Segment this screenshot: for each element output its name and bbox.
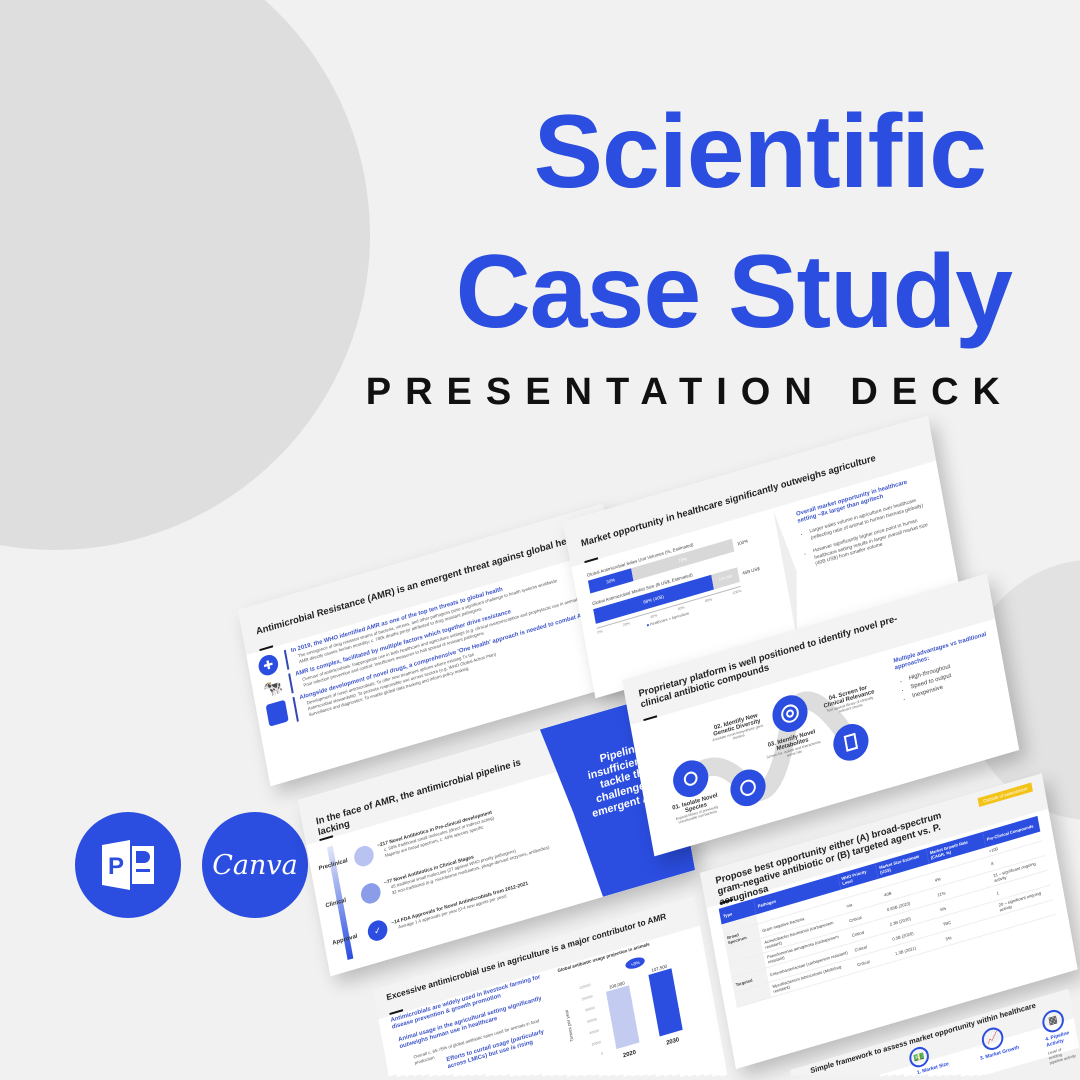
- stage-label: Approval: [331, 933, 359, 947]
- decorative-circle: [0, 0, 370, 550]
- bar-value-label: 107,500: [651, 963, 668, 973]
- approved-check-icon: ✓: [366, 918, 390, 944]
- x-tick-label: 2030: [666, 1037, 681, 1047]
- powerpoint-icon: P: [75, 812, 181, 918]
- y-tick-label: 80000: [585, 1006, 595, 1013]
- target-icon: [772, 695, 808, 732]
- process-path: [684, 691, 859, 802]
- y-tick-label: 120000: [579, 983, 591, 990]
- bar-total-label: 100%: [736, 538, 749, 547]
- platform-process-diagram: [673, 691, 869, 807]
- growth-label: +8%: [630, 960, 640, 967]
- x-tick-label: 60%: [677, 605, 686, 612]
- bar-total-label: 45B US$: [741, 565, 761, 576]
- y-tick-label: 60000: [587, 1017, 597, 1024]
- bar-value-label: 100,000: [609, 980, 626, 990]
- legend-label: Healthcare: [649, 617, 668, 627]
- lab-icon: [352, 843, 376, 869]
- growth-badge: [625, 957, 645, 969]
- y-tick-label: 0: [601, 1052, 604, 1056]
- icon-glyphs: [683, 704, 859, 796]
- pill-bottle-icon: [265, 699, 289, 727]
- canva-logo: Canva: [202, 812, 308, 918]
- svg-text:P: P: [108, 853, 124, 880]
- y-tick-label: 20000: [591, 1040, 601, 1047]
- stage-label: Preclinical: [318, 857, 349, 873]
- bacteria-icon: [673, 760, 709, 798]
- x-tick-label: 100%: [732, 588, 742, 596]
- y-tick-label: 40000: [589, 1029, 599, 1036]
- doctor-icon: [359, 880, 383, 906]
- hero-title-line1: Scientific: [533, 94, 987, 210]
- bar-2020: [605, 985, 640, 1050]
- legend-label: Agriculture: [671, 611, 690, 621]
- usage-bar-chart: 0 20000 40000 60000 80000 100000 120000 Tonnes …: [564, 957, 683, 1060]
- hero-title-line2: Case Study: [455, 234, 1013, 350]
- x-tick-label: 2020: [623, 1050, 638, 1060]
- medicine-icon: [833, 723, 869, 761]
- stage-label: Clinical: [325, 897, 347, 910]
- hero-subtitle: PRESENTATION DECK: [365, 371, 1014, 413]
- x-tick-label: 0%: [597, 629, 603, 635]
- slide-agriculture: Excessive antimicrobial use in agricultu…: [373, 884, 738, 1077]
- y-tick-label: 100000: [581, 994, 593, 1001]
- x-tick-label: 40%: [650, 613, 658, 620]
- x-tick-label: 20%: [622, 621, 631, 628]
- medical-cross-icon: ✚: [256, 652, 280, 678]
- slide-platform: Proprietary platform is well positioned …: [622, 573, 1020, 857]
- fingerprint-icon: [730, 769, 766, 807]
- x-tick-label: 80%: [704, 597, 713, 604]
- cow-icon: 🐄: [261, 678, 284, 701]
- bar-2030: [648, 968, 683, 1037]
- y-axis-label: Tonnes per year: [564, 1009, 575, 1042]
